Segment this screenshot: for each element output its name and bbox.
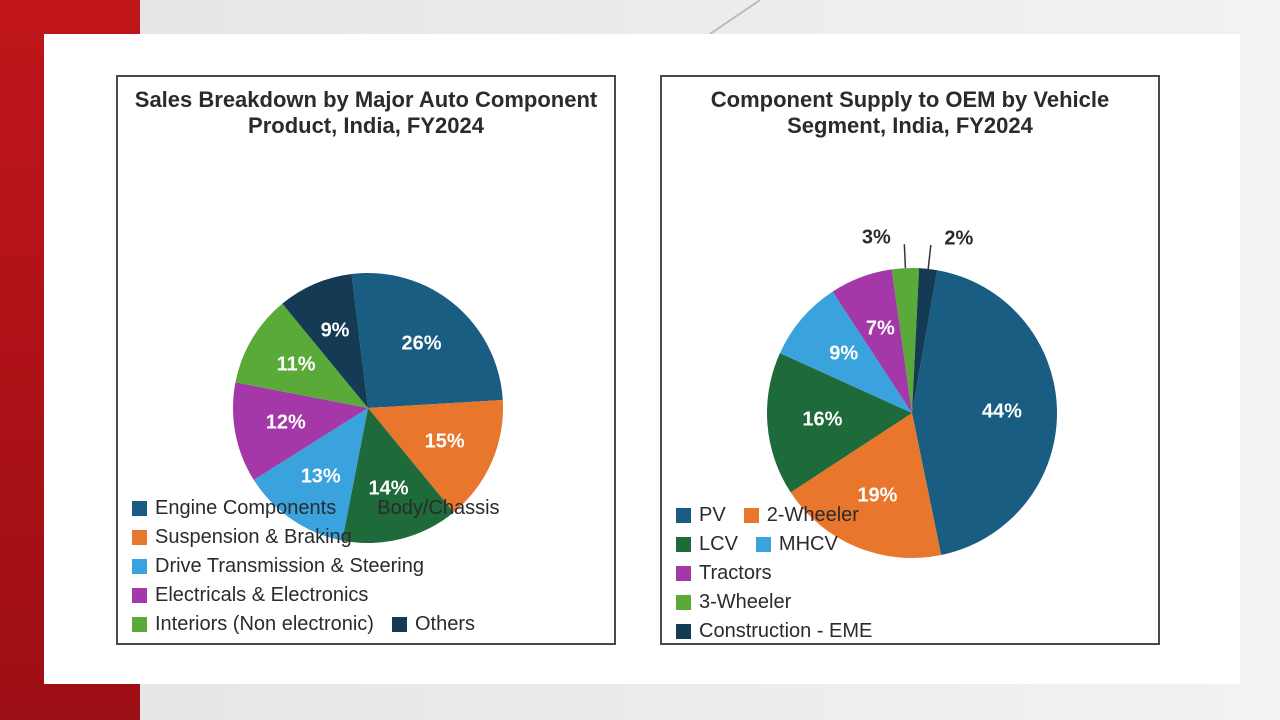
legend-oem-supply: PV 2-Wheeler LCV MHCV Tractors 3-Wheeler Const…	[676, 501, 1144, 646]
legend-label: Body/Chassis	[377, 497, 499, 520]
legend-item: Interiors (Non electronic)	[132, 613, 374, 636]
legend-swatch	[756, 537, 771, 552]
pie-slice-label: 9%	[321, 320, 350, 343]
pie-slice-label: 9%	[829, 343, 858, 366]
legend-label: Construction - EME	[699, 620, 872, 643]
pie-slice-label: 26%	[402, 332, 442, 355]
pie-external-label: 3%	[862, 227, 891, 250]
legend-label: 2-Wheeler	[767, 504, 859, 527]
pie-slice-label: 44%	[982, 400, 1022, 423]
legend-label: Electricals & Electronics	[155, 584, 368, 607]
legend-item: 2-Wheeler	[744, 504, 859, 527]
pie-chart-sales-breakdown: 26%15%14%13%12%11%9%	[118, 143, 618, 493]
legend-item: LCV	[676, 533, 738, 556]
legend-item: Engine Components	[132, 497, 336, 520]
pie-slice-label: 11%	[277, 354, 316, 377]
legend-swatch	[676, 537, 691, 552]
legend-swatch	[132, 530, 147, 545]
chart-box-sales-breakdown: Sales Breakdown by Major Auto Component …	[116, 75, 616, 645]
legend-swatch	[676, 508, 691, 523]
legend-sales-breakdown: Engine Components Body/Chassis Suspension …	[132, 494, 600, 639]
chart-title-oem-supply: Component Supply to OEM by Vehicle Segme…	[662, 77, 1158, 143]
legend-label: LCV	[699, 533, 738, 556]
legend-item: Drive Transmission & Steering	[132, 555, 424, 578]
legend-item: PV	[676, 504, 726, 527]
page-canvas: Sales Breakdown by Major Auto Component …	[0, 0, 1280, 720]
chart-box-oem-supply: Component Supply to OEM by Vehicle Segme…	[660, 75, 1160, 645]
pie-chart-oem-supply: 44%19%16%9%7%3%2%	[662, 143, 1162, 508]
legend-item: Tractors	[676, 562, 772, 585]
pie-slice-label: 15%	[425, 430, 465, 453]
legend-item: Others	[392, 613, 475, 636]
legend-item: 3-Wheeler	[676, 591, 791, 614]
pie-external-label: 2%	[944, 228, 973, 251]
legend-label: 3-Wheeler	[699, 591, 791, 614]
chart-title-sales-breakdown: Sales Breakdown by Major Auto Component …	[118, 77, 614, 143]
legend-swatch	[132, 559, 147, 574]
legend-swatch	[354, 501, 369, 516]
legend-label: Suspension & Braking	[155, 526, 352, 549]
legend-swatch	[744, 508, 759, 523]
legend-item: Construction - EME	[676, 620, 872, 643]
legend-item: Electricals & Electronics	[132, 584, 368, 607]
legend-label: PV	[699, 504, 726, 527]
legend-swatch	[676, 624, 691, 639]
pie-slice-label: 13%	[301, 466, 341, 489]
legend-swatch	[676, 566, 691, 581]
legend-item: Suspension & Braking	[132, 526, 352, 549]
legend-label: Interiors (Non electronic)	[155, 613, 374, 636]
legend-label: Others	[415, 613, 475, 636]
legend-item: MHCV	[756, 533, 838, 556]
pie-slice-label: 7%	[866, 317, 895, 340]
pie-slice-label: 16%	[802, 408, 842, 431]
legend-label: Tractors	[699, 562, 772, 585]
legend-swatch	[392, 617, 407, 632]
legend-label: MHCV	[779, 533, 838, 556]
legend-swatch	[676, 595, 691, 610]
legend-swatch	[132, 617, 147, 632]
pie-slice-label: 12%	[266, 412, 306, 435]
legend-label: Engine Components	[155, 497, 336, 520]
legend-label: Drive Transmission & Steering	[155, 555, 424, 578]
legend-swatch	[132, 501, 147, 516]
legend-swatch	[132, 588, 147, 603]
legend-item: Body/Chassis	[354, 497, 499, 520]
